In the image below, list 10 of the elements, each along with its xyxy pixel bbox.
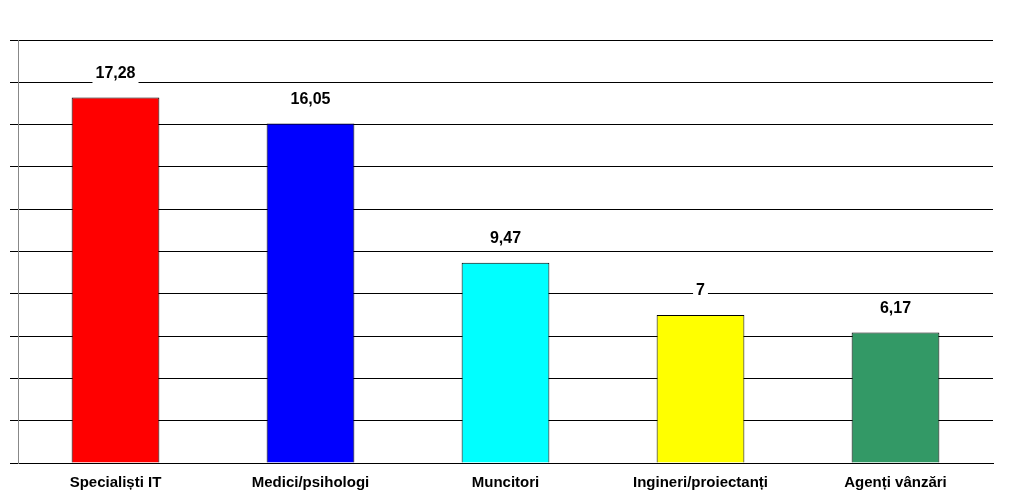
data-label: 7 [696, 281, 706, 299]
x-tick-label: Specialiști IT [69, 473, 162, 491]
x-tick-label: Agenți vânzări [844, 473, 947, 491]
x-tick-label: Ingineri/proiectanți [632, 473, 769, 491]
data-label: 6,17 [879, 298, 912, 316]
data-label: 9,47 [489, 229, 522, 247]
x-tick-label: Muncitori [471, 473, 540, 491]
x-tick-label: Medici/psihologi [251, 473, 370, 491]
data-label: 16,05 [290, 89, 331, 107]
data-label: 17,28 [95, 63, 136, 81]
